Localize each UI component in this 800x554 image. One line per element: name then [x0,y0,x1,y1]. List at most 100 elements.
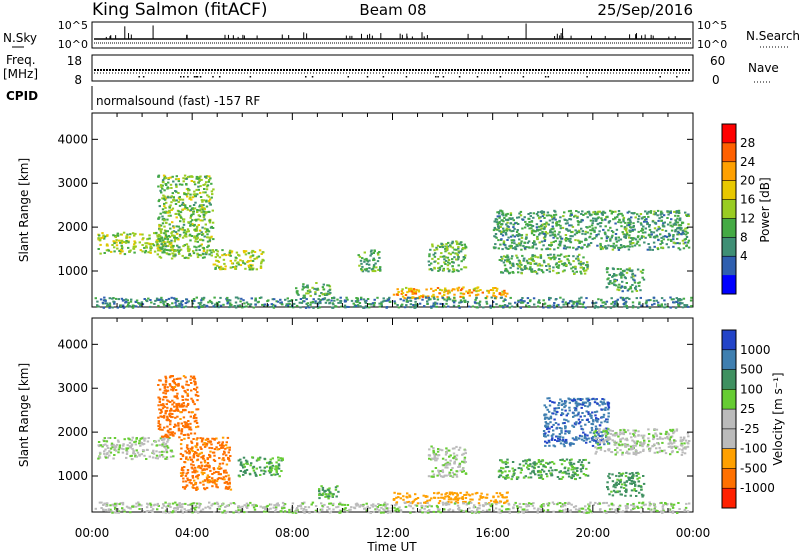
velocity-cell [167,436,170,439]
velocity-cell [522,464,525,467]
velocity-cell [647,433,651,435]
power-cell [492,301,495,303]
power-cell [186,207,189,209]
power-cell [194,240,197,243]
power-cell [580,296,583,299]
velocity-cell [142,437,145,440]
power-cell [415,288,418,291]
power-cell [509,246,512,249]
power-cell [523,257,526,260]
power-cell [121,246,124,249]
velocity-cell [324,489,327,492]
velocity-cell [196,477,200,480]
velocity-cell [211,485,214,488]
power-cell [387,298,391,301]
power-cell [583,272,587,275]
velocity-cell [113,447,117,450]
power-cell [451,265,454,268]
power-cell [409,299,412,302]
velocity-cell [182,434,186,436]
power-cell [621,296,624,299]
power-cell [592,211,595,214]
velocity-cell [225,481,228,483]
power-cell [543,240,546,242]
power-cell [406,291,409,294]
velocity-cell [464,493,467,496]
velocity-cell [544,421,547,424]
velocity-cell [195,475,198,478]
velocity-cell [586,434,589,437]
power-cell [119,252,122,255]
power-cell [493,220,496,223]
velocity-cell [259,456,262,459]
power-cell [687,246,691,249]
velocity-cell [637,430,640,433]
power-cell [586,226,589,229]
velocity-cell [177,429,181,432]
power-cell [178,235,182,238]
velocity-cell [140,437,144,440]
power-cell [184,302,187,305]
power-cell [214,303,217,306]
power-cell [181,183,184,186]
power-cell [563,218,566,221]
power-cell [475,302,478,305]
power-cell [262,251,265,254]
velocity-cell [186,477,189,480]
power-cell [660,246,663,249]
power-cell [610,297,613,300]
velocity-cell [607,404,610,407]
power-cell [539,225,543,228]
velocity-cell [277,467,281,470]
power-cell [163,248,167,251]
power-cell [199,191,202,194]
power-cell [134,300,137,303]
power-cell [643,220,646,223]
velocity-cell [190,482,193,485]
velocity-cell [165,448,168,451]
velocity-cell [275,469,278,472]
velocity-cell [464,500,467,503]
power-cell [551,225,554,228]
velocity-cell [106,451,109,454]
power-cell [170,244,173,247]
power-cell [502,243,506,246]
velocity-cell [452,457,455,459]
power-cell [204,223,207,226]
power-cell [667,246,670,249]
power-cell [205,199,208,202]
velocity-cell [571,424,574,427]
power-cell [194,230,197,232]
power-cell [448,291,451,294]
velocity-cell [501,461,504,464]
power-cell [501,234,505,237]
velocity-cell [262,472,266,475]
velocity-cell [440,493,443,496]
velocity-cell [595,440,598,443]
velocity-cell [571,437,575,440]
velocity-cell [161,439,164,441]
freq-dot [193,76,196,78]
power-cell [569,218,573,221]
velocity-cell [126,444,129,447]
velocity-cell [519,471,523,474]
power-cell [242,299,245,302]
power-cell [618,212,621,215]
power-cell [160,237,163,240]
power-cell [580,240,583,243]
power-cell [611,275,614,278]
velocity-cell [432,457,436,460]
power-cell [633,228,636,231]
velocity-cell [545,461,548,464]
velocity-cell [182,386,185,389]
velocity-cell [437,454,440,456]
velocity-cell [428,448,431,451]
power-cell [229,249,232,252]
power-cell [373,301,376,304]
noise-left-tick-bottom: 10^0 [58,38,88,51]
velocity-cell [182,375,186,378]
velocity-cell [147,437,150,439]
power-cell [177,238,180,241]
power-cell [127,246,130,249]
power-cell [675,221,678,224]
